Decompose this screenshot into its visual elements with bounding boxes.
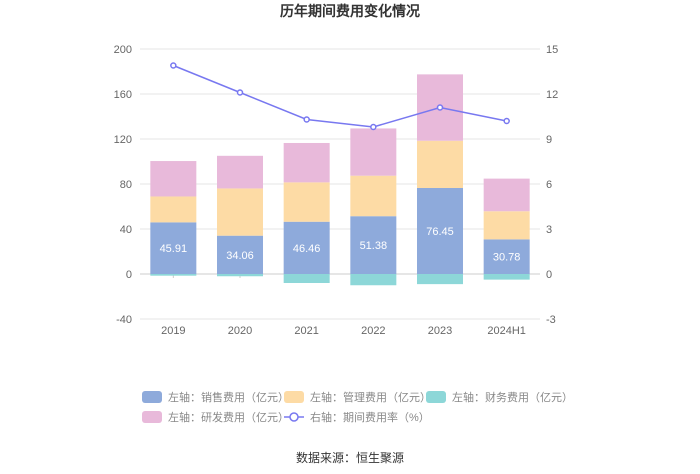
legend-item[interactable]: 左轴：销售费用（亿元） [142,390,289,404]
bar--2020[interactable] [217,274,263,277]
legend-item[interactable]: 左轴：管理费用（亿元） [284,390,431,404]
data-label: 51.38 [360,240,388,252]
bar--2021[interactable] [283,182,330,222]
bar--2020[interactable] [217,155,263,189]
legend-label: 左轴：销售费用（亿元） [168,390,289,404]
right-tick-label: 15 [546,44,558,56]
bar--2022[interactable] [350,175,397,217]
left-tick-label: 0 [126,269,132,281]
bar--2022[interactable] [350,216,397,274]
left-tick-label: 160 [114,89,132,101]
legend-item[interactable]: 左轴：财务费用（亿元） [426,390,573,404]
rate-point[interactable] [170,62,177,69]
legend-swatch-icon [284,391,304,403]
right-tick-label: 6 [546,179,552,191]
data-label: 76.45 [426,226,454,238]
bar--2020[interactable] [217,188,263,236]
bars [150,74,530,286]
rate-line [170,62,510,131]
left-tick-label: 40 [120,224,132,236]
left-tick-label: -40 [116,314,132,326]
right-axis: -3 0 3 6 9 12 15 [546,44,558,326]
chart-title: 历年期间费用变化情况 [280,3,420,19]
data-label: 30.78 [493,252,521,264]
legend-label: 左轴：财务费用（亿元） [452,390,573,404]
bar--2021[interactable] [283,142,330,183]
legend-item[interactable]: 左轴：研发费用（亿元） [142,410,289,424]
x-tick-label: 2024H1 [487,325,526,337]
bar--2019[interactable] [150,196,197,223]
legend-swatch-icon [142,391,162,403]
data-labels: 45.91 34.06 46.46 51.38 76.45 30.78 [160,226,521,264]
left-tick-label: 120 [114,134,132,146]
x-tick-label: 2022 [361,325,385,337]
bar--2021[interactable] [283,221,330,274]
x-tick-label: 2019 [161,325,185,337]
source-note: 数据来源：恒生聚源 [296,450,404,465]
right-tick-label: 12 [546,89,558,101]
rate-point[interactable] [303,116,310,123]
bar--2020[interactable] [217,235,263,274]
left-tick-label: 200 [114,44,132,56]
grid [140,48,540,320]
left-axis: -40 0 40 80 120 160 200 [114,44,132,326]
rate-point[interactable] [503,117,510,125]
bar--2024H1[interactable] [483,239,530,274]
bar--2022[interactable] [350,274,397,286]
legend[interactable]: 左轴：销售费用（亿元） 左轴：管理费用（亿元） 左轴：财务费用（亿元） 左轴：研发费用… [142,390,573,424]
rate-point[interactable] [370,123,377,131]
bar--2023[interactable] [417,274,463,285]
bar--2023[interactable] [417,187,463,274]
x-tick-label: 2023 [428,325,452,337]
bar--2022[interactable] [350,128,397,176]
bar--2019[interactable] [150,161,197,197]
right-tick-label: 3 [546,224,552,236]
legend-swatch-icon [142,411,162,423]
bar--2021[interactable] [283,274,330,283]
legend-marker-icon [289,412,299,422]
bar--2019[interactable] [150,222,197,274]
right-tick-label: 9 [546,134,552,146]
data-label: 45.91 [160,243,188,255]
x-axis: 2019 2020 2021 2022 2023 2024H1 [161,274,526,337]
rate-point[interactable] [236,89,244,96]
bar--2024H1[interactable] [483,274,530,280]
legend-label: 左轴：管理费用（亿元） [310,390,431,404]
rate-point[interactable] [436,104,444,111]
data-label: 34.06 [226,250,254,262]
x-tick-label: 2020 [228,325,252,337]
rate-line-path [173,64,507,128]
legend-item[interactable]: 右轴：期间费用率（%） [284,410,430,424]
right-tick-label: 0 [546,269,552,281]
legend-label: 右轴：期间费用率（%） [310,410,430,424]
bar--2024H1[interactable] [483,178,530,212]
bar--2023[interactable] [417,140,463,188]
data-label: 46.46 [293,243,321,255]
bar--2019[interactable] [150,274,197,276]
legend-label: 左轴：研发费用（亿元） [168,410,289,424]
bar--2024H1[interactable] [483,211,530,240]
left-tick-label: 80 [120,179,132,191]
x-tick-label: 2021 [294,325,318,337]
right-tick-label: -3 [546,314,556,326]
legend-swatch-icon [426,391,446,403]
